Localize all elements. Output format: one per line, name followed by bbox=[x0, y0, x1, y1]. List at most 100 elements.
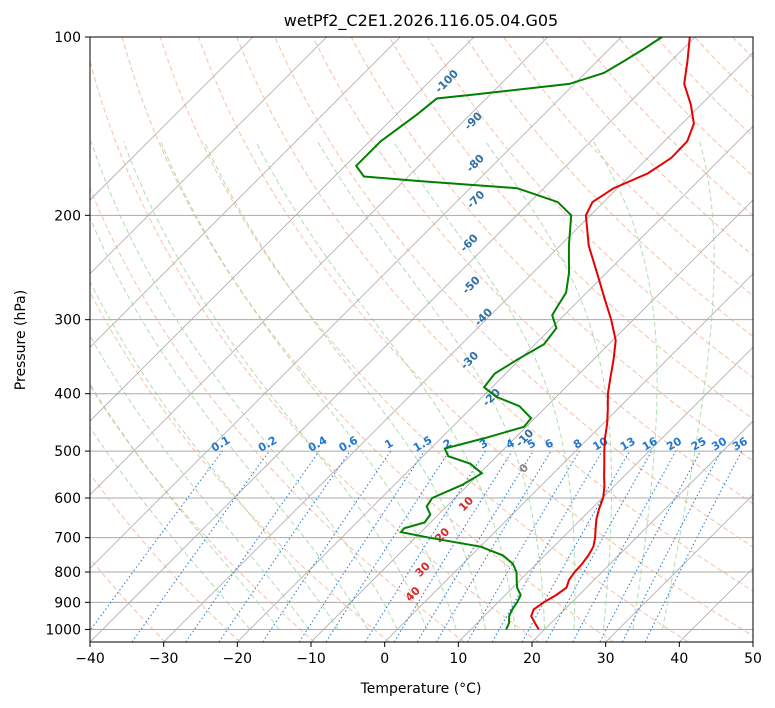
y-tick-label: 100 bbox=[54, 30, 81, 46]
mixing-ratio-line bbox=[90, 450, 223, 632]
mixing-ratio-label: 6 bbox=[543, 436, 556, 451]
dry-adiabat-line bbox=[90, 291, 390, 642]
line-labels: 0.1 0.2 0.4 0.6 1 1.5 2 3 4 5 6 8 10 13 16 20 25 30 36-100… bbox=[209, 67, 750, 604]
dry-adiabat-label: 30 bbox=[413, 559, 433, 579]
dry-adiabat-line bbox=[274, 37, 753, 548]
x-tick-label: 0 bbox=[380, 651, 389, 667]
isotherm-line bbox=[90, 37, 548, 496]
isotherm-line bbox=[752, 641, 753, 642]
mixing-ratio-line bbox=[325, 450, 450, 642]
dry-adiabat-line bbox=[503, 37, 753, 297]
x-axis-label: Temperature (°C) bbox=[360, 681, 482, 697]
mixing-ratio-line bbox=[393, 450, 513, 642]
profile-series bbox=[354, 37, 695, 630]
dry-adiabat-line bbox=[388, 37, 753, 420]
y-tick-label: 300 bbox=[54, 313, 81, 329]
mixing-ratio-line bbox=[364, 450, 486, 642]
dry-adiabat-label: -100 bbox=[432, 67, 461, 96]
mixing-ratio-line bbox=[416, 450, 534, 642]
mixing-ratio-line bbox=[435, 450, 552, 642]
dry-adiabat-line bbox=[198, 37, 753, 637]
temperature-profile-line bbox=[530, 37, 695, 630]
moist-adiabat-line bbox=[255, 141, 516, 630]
dry-adiabat-line bbox=[541, 37, 753, 257]
plot-frame bbox=[89, 36, 754, 643]
moist-adiabat-line bbox=[485, 141, 613, 630]
dry-adiabat-line bbox=[732, 37, 753, 59]
dry-adiabat-line bbox=[236, 37, 753, 592]
isotherm-line bbox=[90, 37, 401, 348]
dry-adiabat-line bbox=[90, 384, 316, 642]
mixing-ratio-line bbox=[185, 450, 320, 642]
y-tick-label: 200 bbox=[54, 208, 81, 224]
dry-adiabat-line bbox=[121, 37, 614, 642]
x-tick-label: 50 bbox=[744, 651, 762, 667]
y-tick-label: 400 bbox=[54, 387, 81, 403]
x-tick-label: 20 bbox=[523, 651, 541, 667]
dry-adiabat-label: -60 bbox=[458, 231, 481, 254]
chart-title: wetPf2_C2E1.2026.116.05.04.G05 bbox=[284, 11, 558, 31]
isotherm-line bbox=[310, 199, 753, 642]
mixing-ratio-line bbox=[262, 450, 392, 642]
background-lines bbox=[90, 37, 753, 642]
isotherm-line bbox=[163, 52, 753, 642]
moist-adiabat-line bbox=[90, 382, 280, 630]
y-axis: 1000 900 800 700 600 500 400 300 200 100 bbox=[45, 30, 90, 638]
moist-adiabat-line bbox=[90, 280, 339, 630]
dry-adiabat-label: -50 bbox=[460, 273, 483, 296]
y-axis-label: Pressure (hPa) bbox=[13, 290, 29, 390]
dry-adiabat-line bbox=[350, 37, 753, 462]
x-tick-label: −40 bbox=[75, 651, 105, 667]
isotherm-line bbox=[90, 37, 327, 275]
mixing-ratio-line bbox=[644, 450, 743, 642]
dry-adiabat-label: 40 bbox=[403, 584, 423, 604]
dry-adiabat-label: 10 bbox=[456, 494, 476, 514]
dry-adiabat-line bbox=[90, 472, 241, 642]
moist-adiabat-line bbox=[661, 141, 715, 630]
moist-adiabat-line bbox=[90, 426, 251, 630]
moist-adiabat-line bbox=[90, 141, 398, 630]
x-tick-label: 10 bbox=[449, 651, 467, 667]
isotherm-line bbox=[90, 37, 254, 201]
isotherm-line bbox=[90, 37, 475, 422]
x-axis: −40 −30 −20 −10 0 10 20 30 40 50 bbox=[75, 642, 762, 667]
dry-adiabat-label: -30 bbox=[458, 349, 481, 372]
moist-adiabat-line bbox=[317, 141, 546, 630]
dry-adiabat-line bbox=[694, 37, 753, 98]
moist-adiabat-line bbox=[160, 141, 457, 630]
mixing-ratio-line bbox=[572, 450, 677, 642]
isotherm-line bbox=[90, 37, 622, 569]
dry-adiabat-label: -40 bbox=[472, 305, 495, 328]
mixing-ratio-line bbox=[621, 450, 722, 642]
x-tick-label: −20 bbox=[223, 651, 253, 667]
isotherm-line bbox=[679, 567, 753, 642]
isotherm-line bbox=[237, 125, 753, 642]
y-tick-label: 600 bbox=[54, 491, 81, 507]
dry-adiabat-line bbox=[90, 186, 465, 642]
x-tick-label: 40 bbox=[670, 651, 688, 667]
dry-adiabat-line bbox=[159, 37, 689, 642]
mixing-ratio-line bbox=[218, 450, 351, 642]
y-tick-label: 1000 bbox=[45, 622, 81, 638]
moist-adiabat-line bbox=[90, 334, 310, 630]
x-tick-label: −30 bbox=[149, 651, 179, 667]
mixing-ratio-label: 2 bbox=[441, 437, 454, 452]
dry-adiabat-line bbox=[90, 59, 540, 642]
dry-adiabat-line bbox=[90, 557, 166, 642]
isotherm-line bbox=[90, 37, 696, 642]
moist-adiabat-line bbox=[203, 141, 487, 630]
mixing-ratio-line bbox=[545, 450, 653, 642]
dry-adiabat-line bbox=[465, 37, 753, 338]
dry-adiabat-line bbox=[426, 37, 753, 378]
isotherm-line bbox=[458, 346, 753, 642]
mixing-ratio-line bbox=[131, 450, 270, 642]
y-tick-label: 800 bbox=[54, 565, 81, 581]
moist-adiabat-line bbox=[123, 141, 428, 630]
moist-adiabat-line bbox=[392, 141, 576, 630]
isotherm-line bbox=[531, 420, 753, 642]
dewpoint-profile-line bbox=[354, 37, 663, 630]
y-tick-label: 500 bbox=[54, 444, 81, 460]
moist-adiabat-line bbox=[592, 141, 658, 630]
moist-adiabat-line bbox=[90, 216, 369, 630]
